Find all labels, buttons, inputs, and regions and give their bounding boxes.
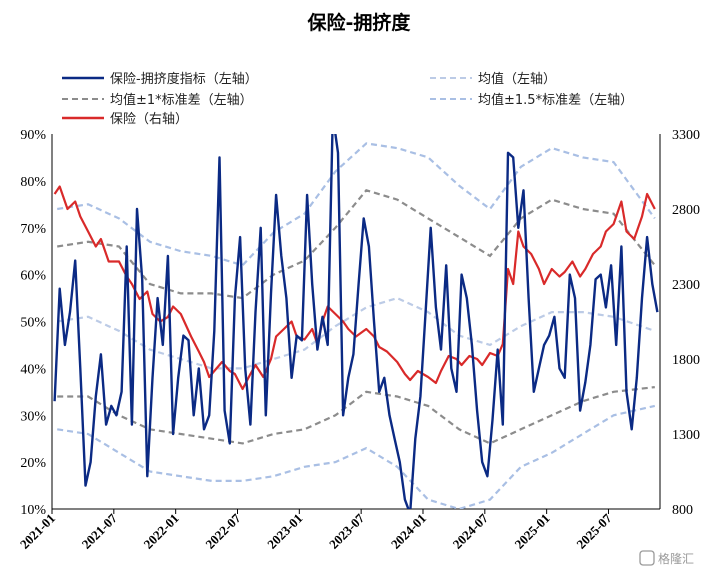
right-tick-label: 2800 (672, 203, 700, 218)
legend-label-mean: 均值（左轴） (478, 71, 556, 87)
x-axis-labels: 2021-01 2021-07 2022-01 2022-07 2023-01 2023-… (17, 509, 615, 552)
left-tick-label: 40% (20, 362, 46, 377)
x-tick-label: 2025-07 (573, 510, 615, 552)
left-tick-label: 90% (20, 128, 46, 143)
band1-lower-line (57, 386, 655, 445)
left-tick-label: 10% (20, 503, 46, 518)
legend-item-mean: 均值（左轴） (430, 71, 556, 87)
plot-area (53, 134, 659, 509)
left-tick-label: 70% (20, 222, 46, 237)
x-tick-label: 2024-07 (450, 510, 492, 552)
x-tick-label: 2023-01 (264, 511, 305, 552)
right-tick-label: 800 (672, 503, 693, 518)
legend-item-index: 保险（右轴） (62, 112, 188, 127)
band1-upper-line (57, 189, 656, 300)
legend-item-band1: 均值±1*标准差（左轴） (62, 92, 253, 108)
legend-item-band15: 均值±1.5*标准差（左轴） (430, 92, 633, 108)
legend-label-crowding: 保险-拥挤度指标（左轴） (110, 71, 258, 87)
legend: 保险-拥挤度指标（左轴） 均值（左轴） 均值±1*标准差（左轴） 均值±1.5*… (62, 71, 633, 127)
chart-title: 保险-拥挤度 (307, 11, 412, 34)
legend-item-crowding: 保险-拥挤度指标（左轴） (62, 71, 258, 87)
legend-label-index: 保险（右轴） (110, 112, 188, 127)
axes: 90% 80% 70% 60% 50% 40% 30% 20% 10% 3300 2800 2300 1… (20, 128, 700, 518)
x-tick-label: 2022-07 (202, 510, 244, 552)
left-tick-label: 20% (20, 456, 46, 471)
x-tick-label: 2022-01 (141, 511, 182, 552)
right-tick-label: 1800 (672, 353, 700, 368)
x-tick-label: 2023-07 (326, 510, 368, 552)
left-tick-label: 30% (20, 409, 46, 424)
watermark: 格隆汇 (639, 550, 694, 566)
x-tick-label: 2021-07 (79, 510, 121, 552)
x-tick-label: 2024-01 (388, 511, 429, 552)
right-tick-label: 1300 (672, 428, 700, 443)
band15-lower-line (57, 404, 656, 509)
watermark-logo-icon (639, 550, 655, 566)
band15-upper-line (57, 142, 656, 267)
right-tick-label: 2300 (672, 278, 700, 293)
x-tick-label: 2025-01 (512, 511, 553, 552)
legend-label-band1: 均值±1*标准差（左轴） (110, 92, 253, 108)
crowding-indicator-line (53, 134, 659, 509)
left-tick-label: 80% (20, 175, 46, 190)
left-tick-label: 60% (20, 269, 46, 284)
right-tick-label: 3300 (672, 128, 700, 143)
left-tick-label: 50% (20, 316, 46, 331)
watermark-text: 格隆汇 (658, 551, 694, 566)
legend-label-band15: 均值±1.5*标准差（左轴） (478, 92, 633, 108)
